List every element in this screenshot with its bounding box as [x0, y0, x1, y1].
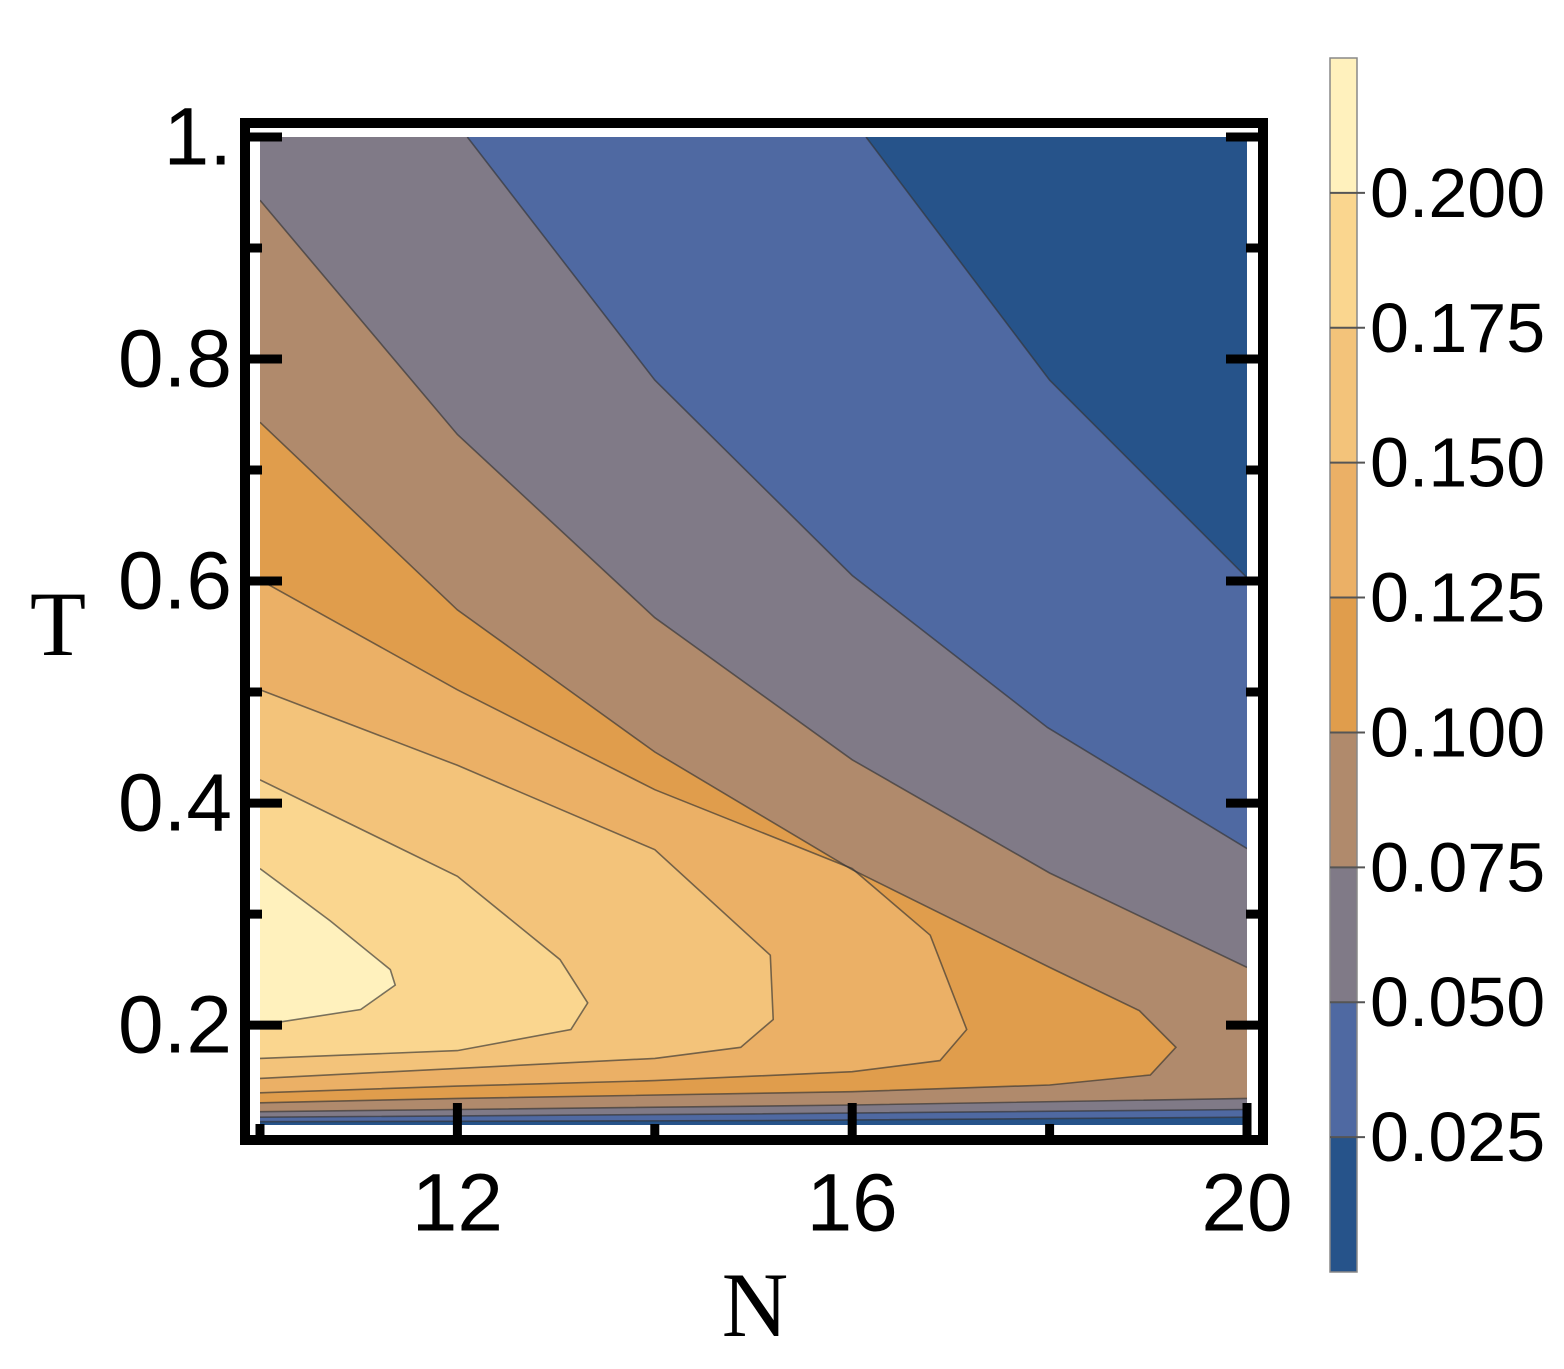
frame [240, 118, 1268, 1145]
contour-line [260, 689, 775, 1080]
colorbar-tick-label: 0.125 [1370, 559, 1545, 637]
x-tick-label: 20 [1201, 1158, 1292, 1249]
colorbar-segment [1330, 327, 1357, 463]
x-tick-label: 16 [807, 1158, 898, 1249]
contour-line [260, 421, 1178, 1104]
colorbar-tick-label: 0.175 [1370, 289, 1545, 367]
colorbar-segment [1330, 58, 1357, 193]
y-tick-label: 0.6 [118, 536, 232, 627]
contour-line [260, 199, 1247, 1113]
colorbar-segment [1330, 1002, 1357, 1138]
y-tick-label: 1. [164, 92, 232, 183]
plot-area [260, 137, 1247, 1125]
colorbar-tick-label: 0.050 [1370, 963, 1545, 1041]
x-tick-label: 12 [412, 1158, 503, 1249]
contour-line [260, 137, 1247, 1118]
colorbar-tick-label: 0.100 [1370, 693, 1545, 771]
contour-line [260, 867, 397, 1026]
colorbar-frame [1329, 57, 1358, 1273]
colorbar-segment [1330, 192, 1357, 328]
contour-band [260, 868, 396, 1026]
colorbar-segment [1330, 597, 1357, 733]
colorbar-segment [1330, 867, 1357, 1003]
colorbar-tick-label: 0.200 [1370, 154, 1545, 232]
colorbar-segment [1330, 732, 1357, 868]
y-tick-label: 0.2 [118, 980, 232, 1071]
contour-line [260, 137, 1247, 1123]
colorbar-tick-label: 0.075 [1370, 828, 1545, 906]
contour-line [260, 579, 968, 1094]
y-axis-label: T [30, 573, 86, 675]
y-tick-label: 0.8 [118, 314, 232, 405]
contour-line [260, 779, 589, 1060]
colorbar-tick-label: 0.025 [1370, 1098, 1545, 1176]
colorbar-segment [1330, 462, 1357, 598]
x-axis-label: N [722, 1254, 788, 1356]
colorbar-segment [1330, 1137, 1357, 1272]
colorbar-tick-label: 0.150 [1370, 424, 1545, 502]
y-tick-label: 0.4 [118, 758, 232, 849]
